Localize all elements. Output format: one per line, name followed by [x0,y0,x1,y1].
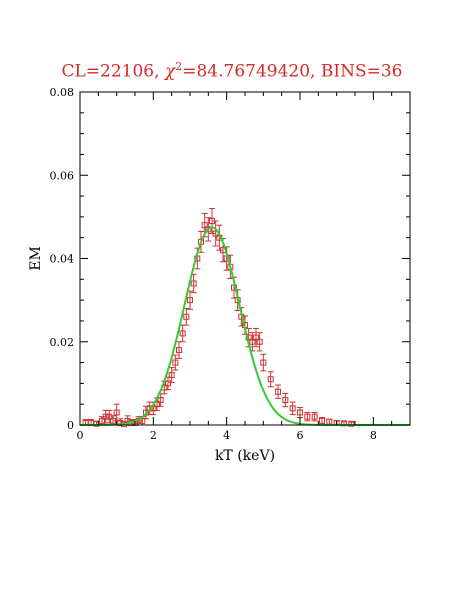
data-point [99,417,105,424]
data-point [256,338,263,345]
data-point [205,226,212,233]
data-point [183,313,190,320]
data-points [82,218,355,428]
x-tick-label: 0 [77,429,84,442]
data-point [348,420,355,427]
tick-labels: 0 2 4 6 8 0 0.02 0.04 0.06 0.08 [50,86,377,442]
x-tick-label: 4 [223,429,230,442]
y-tick-label: 0.08 [50,86,75,99]
data-point [157,397,164,404]
data-point [102,413,109,420]
title-cl: CL=22106, [61,61,165,82]
x-tick-label: 6 [297,429,304,442]
data-point [190,280,197,287]
data-point [275,388,281,395]
data-point [106,413,113,420]
data-point [289,405,296,412]
data-point [253,334,259,341]
error-bars [82,208,355,426]
data-point [179,330,186,337]
data-point [249,338,256,345]
model-curve [80,226,410,426]
title-chi-value: =84.76749420, BINS=36 [182,61,403,82]
data-point [172,359,179,366]
data-point [187,297,193,304]
plot-frame [79,91,411,426]
y-tick-label: 0.02 [50,336,75,349]
data-point [201,222,208,229]
data-point [110,417,116,424]
data-point [168,372,175,379]
y-axis-label: EM [28,246,44,271]
y-tick-label: 0.04 [50,253,75,266]
data-point [304,413,311,420]
y-tick-label: 0.06 [50,169,75,182]
data-point [165,380,171,387]
x-axis-label: kT (keV) [215,448,275,464]
data-point [113,409,120,416]
x-tick-label: 8 [370,429,377,442]
data-point [311,413,318,420]
data-point [319,417,325,424]
y-tick-label: 0 [67,419,74,432]
data-point [282,397,289,404]
data-point [176,347,182,354]
data-point [209,218,215,225]
data-point [260,359,267,366]
chart-title: CL=22106, χ2=84.76749420, BINS=36 [0,60,464,82]
x-tick-label: 2 [150,429,157,442]
data-point [139,417,146,424]
data-point [267,376,274,383]
title-chi-symbol: χ [164,61,176,82]
title-chi-power: 2 [175,60,183,73]
axis-ticks [79,91,411,426]
data-point [297,409,303,416]
